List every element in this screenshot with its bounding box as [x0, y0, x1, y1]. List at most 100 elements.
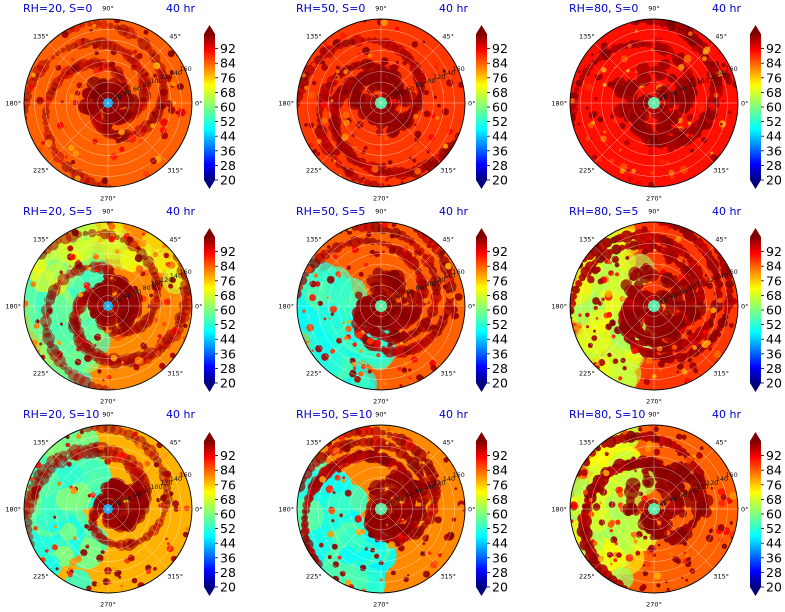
- colorbar-extend-max: [204, 25, 215, 34]
- angle-tick-label: 315°: [167, 573, 183, 581]
- colorbar-tick-label: 44: [220, 536, 236, 551]
- colorbar-tick-label: 92: [766, 448, 782, 463]
- radial-tick-label: 40: [396, 495, 404, 503]
- radial-tick-label: 100: [423, 280, 435, 288]
- colorbar-tick-label: 60: [766, 507, 782, 522]
- angle-tick-label: 315°: [713, 573, 729, 581]
- angle-tick-label: 270°: [373, 195, 389, 203]
- colorbar-tick-label: 68: [766, 288, 782, 303]
- colorbar-tick-label: 76: [492, 70, 508, 85]
- panel-title: RH=80, S=5: [569, 205, 638, 218]
- colorbar-extend-max: [750, 432, 761, 441]
- colorbar-tick-label: 76: [220, 273, 236, 288]
- colorbar-tick-label: 20: [492, 580, 508, 595]
- colorbar-tick-label: 28: [766, 565, 782, 580]
- colorbar-extend-min: [204, 383, 215, 392]
- radial-tick-label: 20: [114, 93, 122, 101]
- panel-time-label: 40 hr: [712, 205, 741, 218]
- colorbar-tick-label: 60: [220, 303, 236, 318]
- colorbar-tick-label: 28: [220, 158, 236, 173]
- angle-tick-label: 45°: [169, 235, 181, 243]
- colorbar-tick-label: 36: [220, 346, 236, 361]
- panel-time-label: 40 hr: [712, 408, 741, 421]
- colorbar-tick-label: 84: [492, 463, 508, 478]
- radial-tick-label: 20: [114, 499, 122, 507]
- radial-tick-label: 60: [133, 288, 141, 296]
- panel-time-label: 40 hr: [439, 2, 468, 15]
- colorbar-tick-label: 92: [220, 448, 236, 463]
- radial-tick-label: 40: [669, 495, 677, 503]
- colorbar-tick-label: 52: [766, 114, 782, 129]
- angle-tick-label: 45°: [442, 32, 454, 40]
- angle-tick-label: 0°: [468, 100, 475, 108]
- panel-title: RH=50, S=5: [296, 205, 365, 218]
- angle-tick-label: 90°: [375, 5, 387, 13]
- angle-tick-label: 225°: [306, 167, 322, 175]
- colorbar-tick-label: 60: [492, 100, 508, 115]
- colorbar-tick-label: 28: [766, 158, 782, 173]
- colorbar-tick-label: 52: [220, 521, 236, 536]
- colorbar-tick-label: 76: [492, 273, 508, 288]
- colorbar-tick-label: 20: [766, 580, 782, 595]
- radial-tick-label: 140: [443, 272, 455, 280]
- colorbar-tick-label: 36: [766, 346, 782, 361]
- colorbar-tick-label: 84: [766, 259, 782, 274]
- angle-tick-label: 45°: [169, 32, 181, 40]
- colorbar-extend-min: [476, 383, 487, 392]
- panel-title: RH=80, S=10: [569, 408, 645, 421]
- radial-tick-label: 20: [660, 93, 668, 101]
- radial-tick-label: 40: [669, 292, 677, 300]
- colorbar-tick-label: 20: [766, 376, 782, 391]
- radial-tick-label: 160: [179, 268, 191, 276]
- radial-tick-label: 120: [706, 479, 718, 487]
- colorbar-tick-label: 36: [492, 346, 508, 361]
- radial-tick-label: 80: [416, 81, 424, 89]
- colorbar-tick-label: 60: [492, 303, 508, 318]
- angle-tick-label: 180°: [278, 100, 294, 108]
- radial-tick-label: 100: [696, 280, 708, 288]
- colorbar-extend-min: [204, 180, 215, 189]
- radial-tick-label: 80: [143, 487, 151, 495]
- angle-tick-label: 135°: [306, 235, 322, 243]
- angle-tick-label: 0°: [468, 506, 475, 514]
- radial-tick-label: 140: [443, 475, 455, 483]
- colorbar-tick-label: 92: [220, 244, 236, 259]
- radial-tick-label: 60: [133, 491, 141, 499]
- colorbar-tick-label: 44: [492, 129, 508, 144]
- colorbar-tick-label: 52: [492, 317, 508, 332]
- radial-tick-label: 60: [406, 288, 414, 296]
- colorbar-tick-label: 44: [766, 129, 782, 144]
- radial-tick-label: 20: [387, 499, 395, 507]
- radial-tick-label: 80: [689, 487, 697, 495]
- colorbar-tick-label: 76: [766, 70, 782, 85]
- radial-tick-label: 160: [452, 268, 464, 276]
- colorbar-tick-label: 28: [220, 565, 236, 580]
- radial-tick-label: 160: [725, 65, 737, 73]
- colorbar-tick-label: 20: [766, 173, 782, 188]
- panel-title: RH=20, S=10: [23, 408, 99, 421]
- colorbar-tick-label: 84: [220, 56, 236, 71]
- angle-tick-label: 0°: [741, 303, 748, 311]
- angle-tick-label: 270°: [373, 398, 389, 406]
- radial-tick-label: 100: [696, 483, 708, 491]
- radial-tick-label: 100: [150, 280, 162, 288]
- angle-tick-label: 180°: [551, 506, 567, 514]
- angle-tick-label: 315°: [713, 167, 729, 175]
- radial-tick-label: 40: [123, 89, 131, 97]
- colorbar-tick-label: 44: [492, 536, 508, 551]
- colorbar-tick-label: 28: [766, 361, 782, 376]
- panel-title: RH=50, S=10: [296, 408, 372, 421]
- angle-tick-label: 315°: [440, 167, 456, 175]
- colorbar-tick-label: 68: [220, 492, 236, 507]
- angle-tick-label: 135°: [306, 32, 322, 40]
- radial-tick-label: 60: [679, 491, 687, 499]
- radial-tick-label: 20: [387, 93, 395, 101]
- radial-tick-label: 20: [387, 296, 395, 304]
- radial-tick-label: 80: [689, 81, 697, 89]
